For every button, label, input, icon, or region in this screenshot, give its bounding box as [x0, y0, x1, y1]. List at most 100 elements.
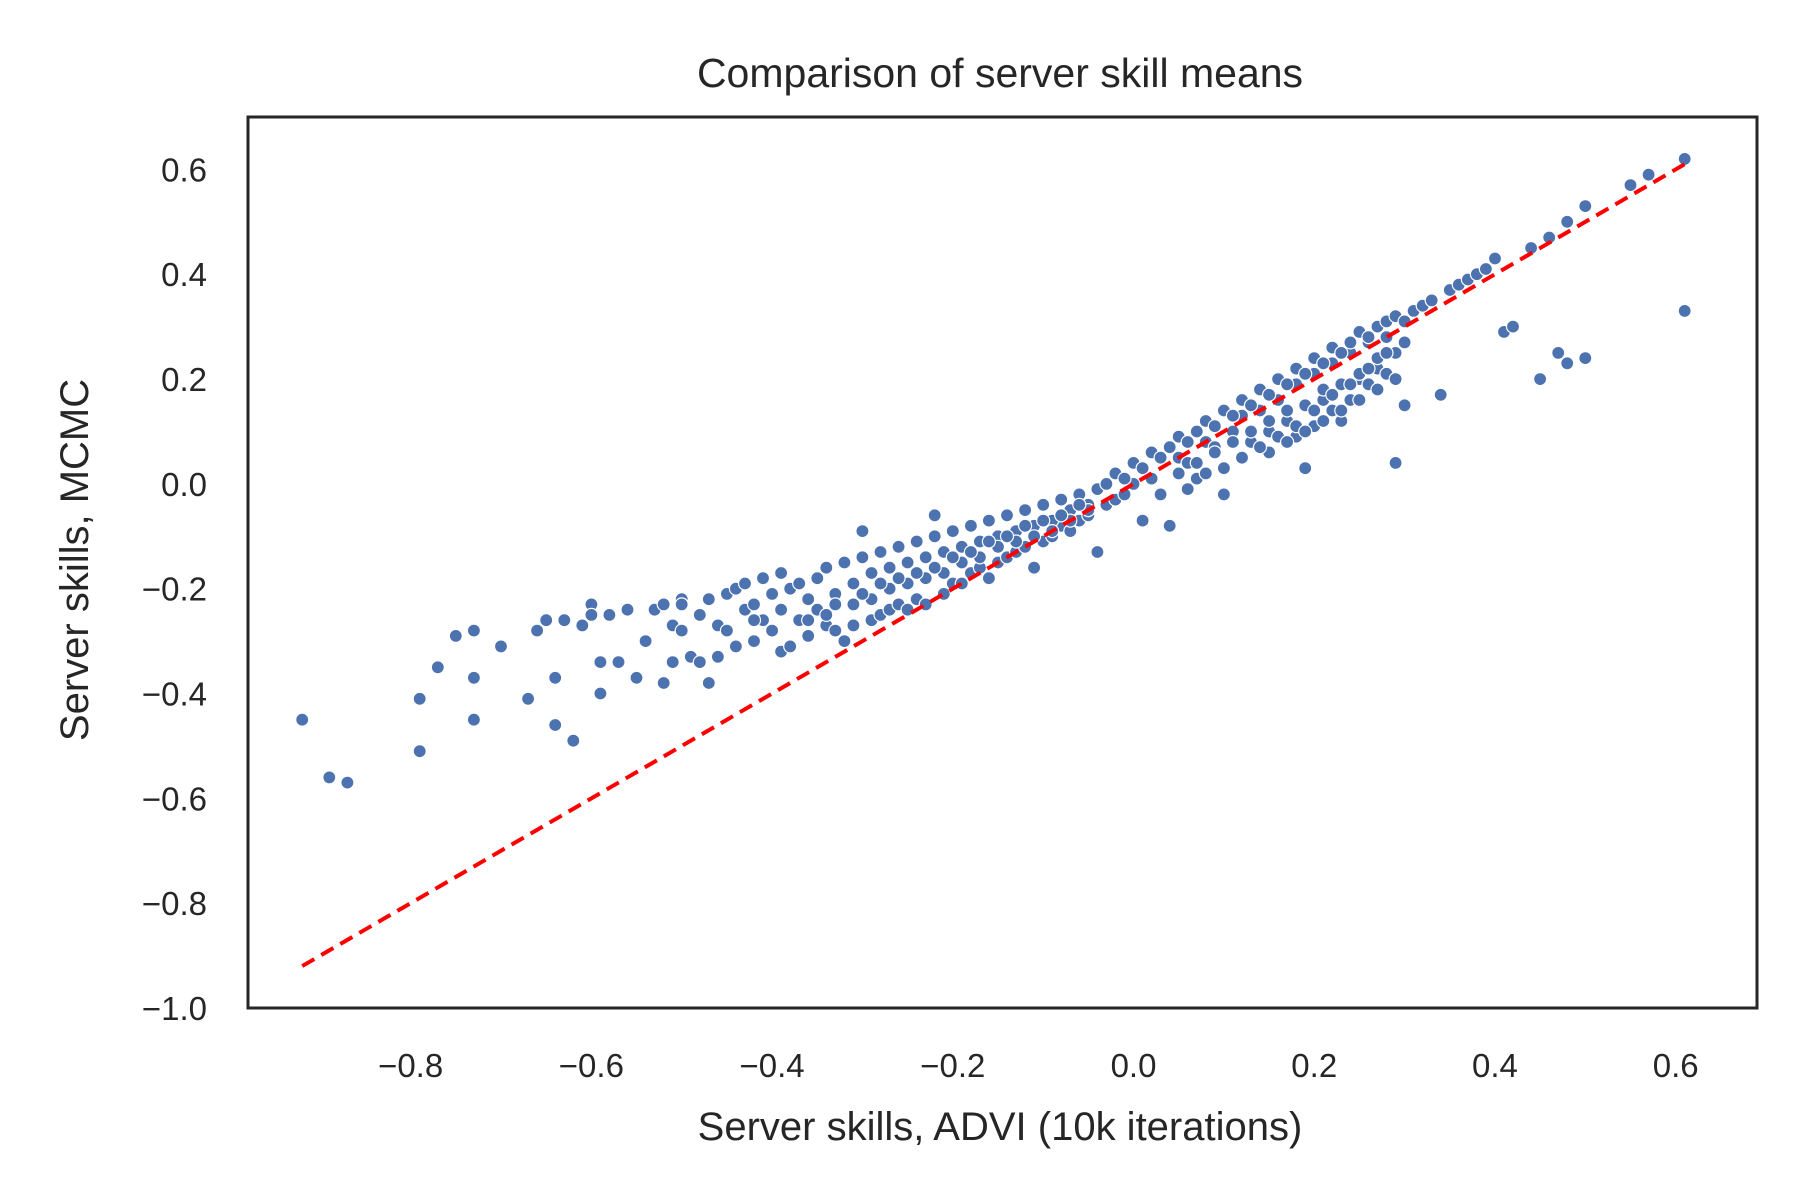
data-point: [792, 576, 807, 591]
data-point: [1216, 487, 1232, 502]
data-point: [1135, 513, 1150, 528]
plot-frame: [246, 115, 1759, 1010]
data-point: [927, 560, 942, 575]
data-point: [710, 649, 726, 664]
data-point: [629, 670, 644, 685]
data-point: [557, 613, 572, 628]
data-point: [1433, 387, 1448, 402]
data-point: [1316, 356, 1331, 371]
x-tick-label: −0.2: [920, 1047, 985, 1084]
data-point: [1560, 356, 1575, 371]
data-point: [1017, 518, 1033, 533]
y-tick-label: −0.6: [142, 780, 207, 817]
data-point: [1036, 497, 1051, 512]
data-point: [909, 565, 924, 581]
data-point: [1153, 450, 1168, 465]
data-point: [927, 508, 942, 523]
data-point: [1298, 366, 1313, 381]
data-point: [1560, 214, 1575, 229]
data-point: [746, 633, 762, 649]
data-point: [746, 597, 762, 612]
data-point: [1072, 497, 1087, 512]
data-point: [611, 654, 626, 670]
data-point: [701, 675, 716, 691]
data-point: [1677, 303, 1692, 318]
data-point: [828, 623, 843, 638]
y-axis-title: Server skills, MCMC: [53, 379, 97, 741]
data-point: [873, 576, 888, 591]
data-point: [620, 602, 635, 617]
data-point: [819, 560, 834, 575]
data-point: [846, 597, 861, 612]
data-point: [963, 518, 979, 533]
x-tick-label: −0.4: [740, 1047, 805, 1084]
data-point: [1343, 377, 1358, 392]
data-point: [1207, 419, 1222, 434]
data-point: [1261, 413, 1277, 429]
data-point: [493, 639, 509, 654]
data-point: [674, 623, 689, 638]
data-point: [1551, 345, 1566, 360]
data-point: [1234, 450, 1250, 465]
data-point: [1099, 476, 1114, 491]
data-point: [1334, 345, 1349, 360]
data-point: [1189, 455, 1204, 470]
data-point: [1180, 482, 1195, 497]
data-point: [1243, 424, 1259, 439]
x-axis-title: Server skills, ADVI (10k iterations): [698, 1105, 1303, 1149]
data-point: [1261, 387, 1277, 402]
data-point: [981, 534, 997, 549]
data-point: [1578, 199, 1593, 214]
y-tick-label: 0.6: [161, 151, 207, 188]
data-point: [520, 691, 536, 706]
data-point: [864, 565, 879, 581]
data-point: [1279, 403, 1295, 418]
data-point: [746, 613, 762, 628]
data-point: [882, 560, 897, 575]
data-point: [728, 639, 744, 654]
y-tick-label: 0.4: [161, 256, 207, 293]
data-point: [539, 613, 554, 628]
y-tick-label: −0.8: [142, 885, 207, 922]
data-point: [1171, 466, 1186, 481]
data-point: [1017, 503, 1033, 518]
data-point: [837, 633, 852, 649]
data-point: [529, 623, 545, 638]
data-point: [1198, 466, 1213, 481]
data-point: [1343, 335, 1358, 350]
data-point: [918, 550, 933, 565]
data-point: [764, 586, 780, 602]
data-point: [656, 597, 671, 612]
data-point: [1054, 508, 1069, 523]
data-point: [846, 618, 861, 633]
data-point: [1623, 178, 1638, 193]
data-point: [412, 744, 427, 759]
data-point: [1370, 382, 1385, 397]
data-point: [828, 597, 843, 612]
data-point: [584, 607, 599, 623]
data-point: [602, 607, 617, 623]
data-point: [566, 733, 581, 748]
data-point: [1054, 492, 1069, 507]
chart-title: Comparison of server skill means: [697, 50, 1303, 96]
y-tick-label: −0.2: [142, 571, 207, 608]
data-point: [1225, 434, 1241, 450]
data-point: [322, 770, 337, 785]
data-point: [981, 513, 997, 528]
data-point: [1026, 560, 1042, 575]
data-point: [1478, 261, 1494, 277]
data-point: [692, 607, 707, 623]
data-point: [1180, 434, 1195, 450]
data-point: [1388, 455, 1403, 470]
y-tick-label: 0.2: [161, 361, 207, 398]
data-point: [1216, 461, 1232, 476]
data-point: [1243, 398, 1259, 413]
x-tick-label: 0.2: [1291, 1047, 1337, 1084]
data-point: [1225, 408, 1241, 423]
data-point: [837, 555, 852, 570]
y-tick-label: −0.4: [142, 676, 207, 713]
data-point: [773, 565, 789, 581]
x-tick-label: −0.6: [559, 1047, 624, 1084]
data-point: [1361, 330, 1376, 345]
data-point: [783, 639, 798, 654]
